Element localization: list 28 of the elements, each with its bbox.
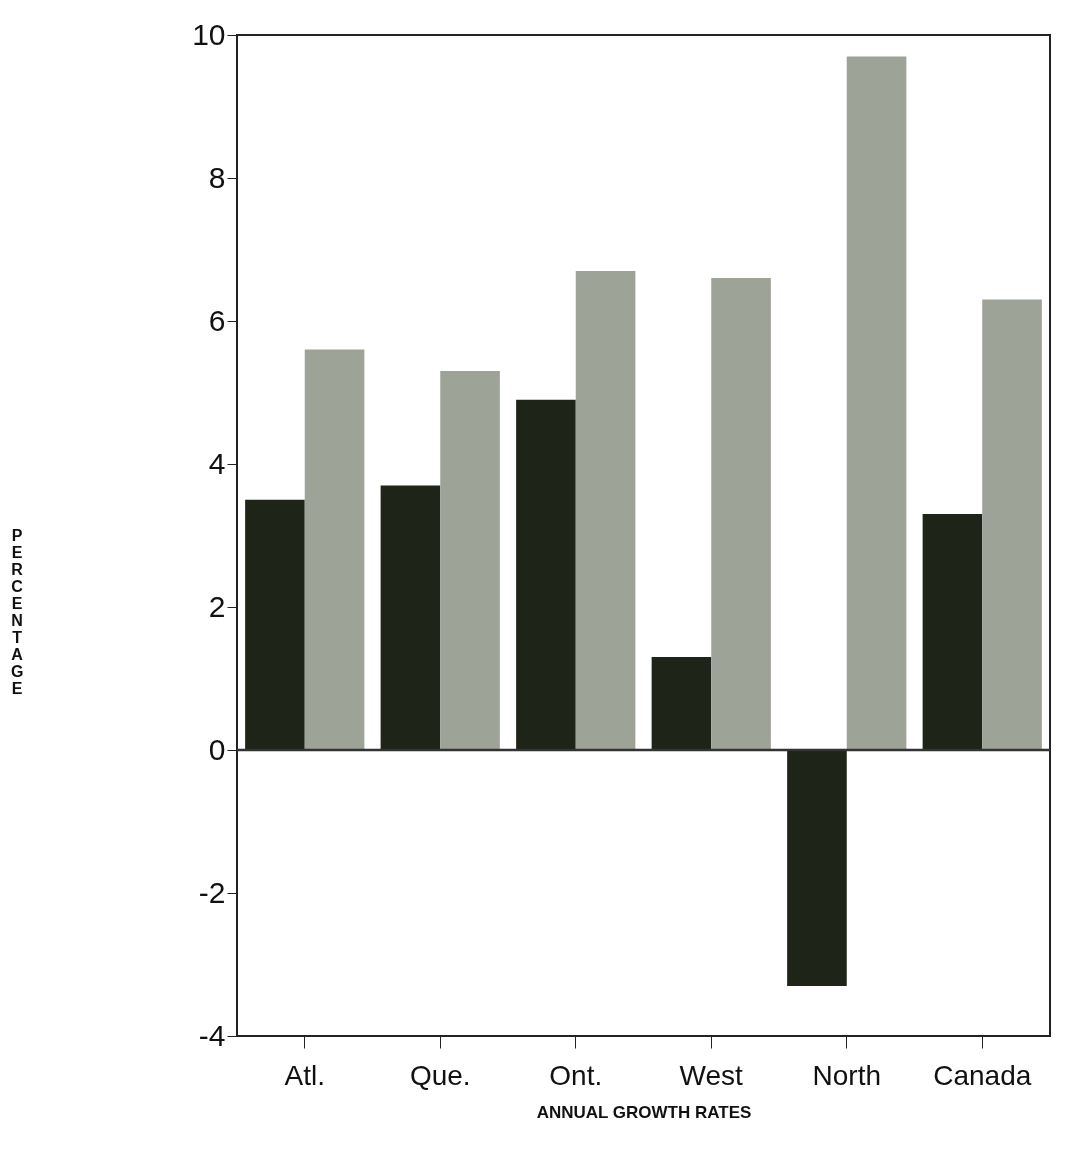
bar	[304, 349, 365, 750]
bar	[922, 514, 983, 750]
y-tick-label: -2	[198, 875, 226, 909]
x-tick-label: Atl.	[284, 1059, 325, 1091]
y-tick-label: 8	[208, 160, 226, 194]
y-tick-label: 10	[192, 17, 226, 51]
x-tick-label: Canada	[933, 1059, 1032, 1091]
bar	[982, 299, 1042, 750]
bar	[380, 485, 441, 750]
y-tick-label: 4	[208, 446, 226, 480]
bar	[575, 270, 636, 750]
bar	[245, 499, 305, 750]
x-tick-label: West	[679, 1059, 744, 1091]
y-tick-label: 6	[208, 303, 226, 337]
bar	[651, 657, 712, 750]
bar	[711, 278, 771, 750]
y-tick-label: -4	[198, 1018, 226, 1052]
x-tick-label: North	[812, 1059, 881, 1091]
x-tick-label: Ont.	[549, 1059, 603, 1091]
text: PERCENTAGE	[10, 527, 24, 697]
x-axis-title: ANNUAL GROWTH RATES	[536, 1102, 752, 1122]
bar	[440, 371, 500, 750]
x-tick-label: Que.	[409, 1059, 471, 1091]
bar	[787, 750, 847, 986]
y-tick-label: 2	[208, 589, 226, 623]
y-tick-label: 0	[208, 732, 226, 766]
bar	[846, 56, 907, 750]
bar	[516, 399, 576, 750]
